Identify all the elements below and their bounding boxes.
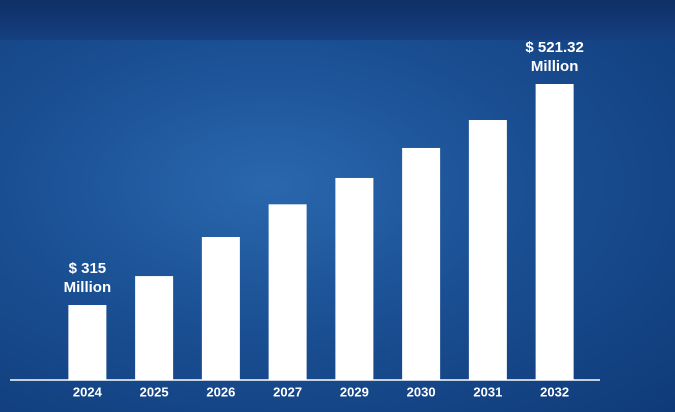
top-band xyxy=(0,0,675,40)
bar xyxy=(535,84,574,380)
x-tick-label: 2024 xyxy=(73,384,103,399)
bar xyxy=(201,236,240,380)
x-tick-label: 2030 xyxy=(407,384,436,399)
bar xyxy=(402,147,441,380)
bar xyxy=(335,177,374,380)
value-label: $ 521.32 Million xyxy=(525,39,584,75)
bar xyxy=(135,276,174,380)
x-tick-label: 2031 xyxy=(473,384,502,399)
bar xyxy=(68,305,107,380)
x-tick-label: 2032 xyxy=(540,384,569,399)
bar xyxy=(468,120,507,381)
x-tick-label: 2029 xyxy=(340,384,369,399)
value-label: $ 315 Million xyxy=(63,260,112,296)
x-tick-label: 2025 xyxy=(140,384,169,399)
x-tick-label: 2027 xyxy=(273,384,302,399)
x-tick-label: 2026 xyxy=(206,384,235,399)
bar xyxy=(268,204,307,380)
